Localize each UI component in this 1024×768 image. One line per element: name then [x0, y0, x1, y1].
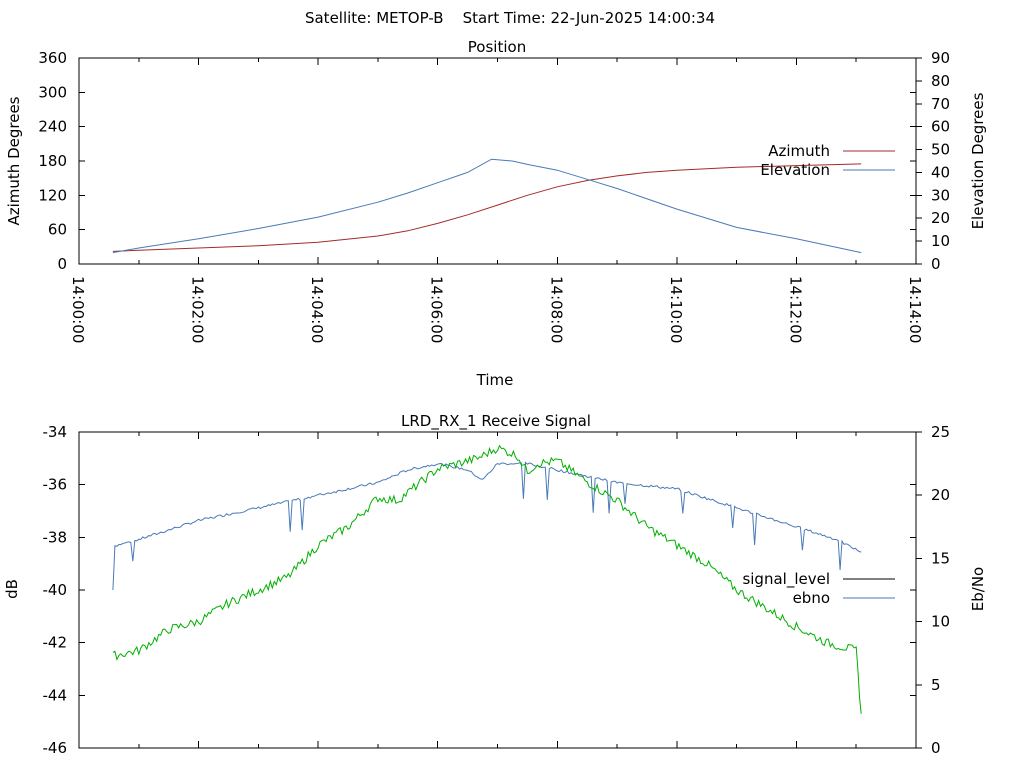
signal-panel-title: LRD_RX_1 Receive Signal [401, 412, 591, 431]
position-right-tick-label: 90 [931, 49, 950, 67]
signal-right-tick-label: 10 [931, 613, 950, 631]
signal-left-tick-label: -42 [43, 634, 68, 652]
signal-right-tick-label: 0 [931, 739, 941, 757]
signal-left-tick-label: -44 [43, 686, 68, 704]
position-panel-title: Position [468, 38, 526, 56]
position-left-tick-label: 240 [38, 118, 67, 136]
signal-panel: LRD_RX_1 Receive Signal dB Eb/No -46 -44 -… [3, 412, 987, 757]
signal-right-tick-label: 15 [931, 549, 950, 567]
position-right-tick-label: 70 [931, 95, 950, 113]
position-right-tick-label: 50 [931, 141, 950, 159]
signal-left-tick-label: -46 [43, 739, 68, 757]
signal-left-axis-label: dB [3, 579, 21, 599]
signal-left-tick-label: -34 [43, 423, 68, 441]
signal-left-tick-label: -40 [43, 581, 68, 599]
position-left-axis-label: Azimuth Degrees [5, 96, 23, 225]
position-x-tick-label: 14:00:00 [69, 276, 87, 343]
position-legend-label: Azimuth [768, 142, 830, 160]
position-right-tick-label: 60 [931, 118, 950, 136]
position-right-tick-label: 10 [931, 232, 950, 250]
position-right-tick-label: 30 [931, 186, 950, 204]
position-left-tick-label: 60 [48, 221, 67, 239]
position-left-tick-label: 120 [38, 186, 67, 204]
signal-right-tick-label: 5 [931, 676, 941, 694]
signal-ebno-series-line [112, 461, 862, 591]
position-azimuth-series-line [112, 163, 862, 252]
position-right-tick-label: 0 [931, 255, 941, 273]
signal-left-tick-label: -36 [43, 476, 68, 494]
position-x-tick-label: 14:04:00 [308, 276, 326, 343]
signal-legend-label: signal_level [742, 570, 830, 589]
position-left-tick-label: 360 [38, 49, 67, 67]
position-x-tick-label: 14:10:00 [667, 276, 685, 343]
position-right-tick-label: 40 [931, 163, 950, 181]
signal-receive-level-series-line [112, 444, 862, 714]
position-x-tick-label: 14:14:00 [906, 276, 924, 343]
position-left-tick-label: 180 [38, 152, 67, 170]
position-elevation-series-line [112, 158, 862, 254]
position-x-tick-label: 14:02:00 [189, 276, 207, 343]
position-left-tick-label: 0 [57, 255, 67, 273]
signal-right-axis-label: Eb/No [969, 567, 987, 611]
signal-right-tick-label: 25 [931, 423, 950, 441]
position-left-tick-label: 300 [38, 83, 67, 101]
position-x-tick-label: 14:12:00 [786, 276, 804, 343]
position-legend-label: Elevation [760, 161, 830, 179]
signal-right-tick-label: 20 [931, 486, 950, 504]
figure-title: Satellite: METOP-B Start Time: 22-Jun-20… [305, 9, 715, 27]
position-right-tick-label: 80 [931, 72, 950, 90]
position-x-tick-label: 14:08:00 [547, 276, 565, 343]
signal-left-tick-label: -38 [43, 528, 68, 546]
position-x-axis-label: Time [476, 371, 514, 389]
position-right-tick-label: 20 [931, 209, 950, 227]
position-right-axis-label: Elevation Degrees [969, 92, 987, 229]
position-x-tick-label: 14:06:00 [428, 276, 446, 343]
position-panel: Position Time Azimuth Degrees Elevation … [5, 38, 987, 389]
signal-legend-label: ebno [793, 589, 830, 607]
signal-plot-frame [78, 431, 917, 749]
